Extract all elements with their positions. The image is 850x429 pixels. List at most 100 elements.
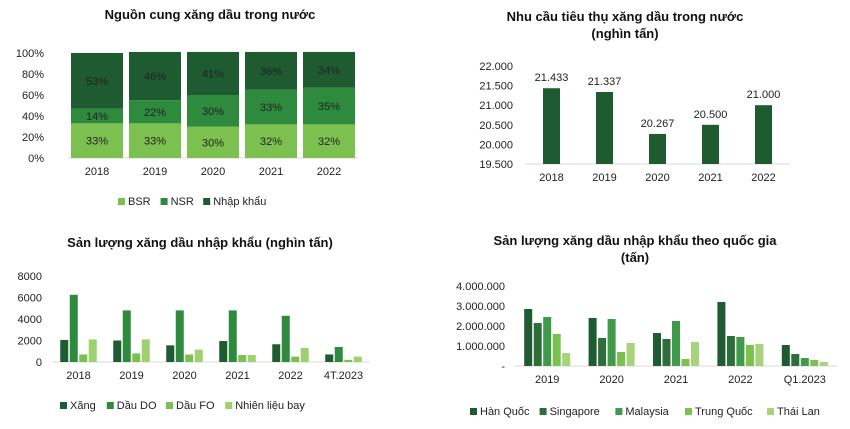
bar-segment: [303, 51, 355, 88]
bar-segment: [303, 124, 355, 158]
bar: [736, 337, 745, 366]
x-tick-label: 2022: [751, 172, 775, 184]
data-label: 22%: [144, 107, 166, 119]
chart-import-by-country: Sản lượng xăng dầu nhập khẩu theo quốc g…: [425, 212, 850, 424]
x-tick-label: 2019: [535, 374, 559, 386]
bar: [113, 340, 122, 362]
y-tick-label: 4.000.000: [456, 281, 505, 293]
legend-swatch: [615, 408, 623, 415]
x-tick-label: 2018: [85, 166, 109, 178]
chart-title: Nguồn cung xăng dầu trong nước: [104, 7, 316, 22]
x-tick-label: 2021: [664, 374, 688, 386]
bar: [141, 339, 150, 362]
data-label: 21.000: [747, 89, 781, 101]
bar: [755, 105, 772, 164]
x-tick-label: 2022: [278, 370, 302, 382]
y-tick-label: 3.000.000: [456, 301, 505, 313]
data-label: 34%: [318, 65, 340, 77]
data-label: 30%: [202, 106, 224, 118]
legend-swatch: [767, 408, 774, 415]
bar: [60, 339, 69, 362]
bar: [281, 315, 290, 362]
bar: [662, 339, 671, 366]
chart-title: Sản lượng xăng dầu nhập khẩu theo quốc g…: [455, 232, 815, 266]
x-tick-label: 2022: [317, 166, 341, 178]
data-label: 21.337: [588, 76, 622, 88]
chart-title-line-1: Nhu cầu tiêu thụ xăng dầu trong nước: [506, 9, 744, 24]
bar: [122, 310, 131, 362]
y-tick-label: 100%: [16, 48, 44, 60]
bar-segment: [245, 124, 297, 158]
bar: [194, 349, 203, 362]
chart-supply-share-svg: 0% 20% 40% 60% 80% 100% 33% 14% 53% 2018 33% 22% 46%…: [16, 48, 358, 208]
bar: [272, 344, 281, 362]
x-tick-label: 2019: [143, 166, 167, 178]
y-tick-label: 21.000: [479, 100, 513, 112]
y-tick-label: 22.000: [479, 61, 513, 73]
legend-label: Singapore: [550, 406, 600, 418]
bar: [185, 354, 194, 362]
bar: [132, 353, 141, 362]
x-tick-label: Q1.2023: [784, 374, 826, 386]
x-tick-label: 2018: [539, 172, 563, 184]
data-label: 35%: [318, 101, 340, 113]
y-tick-label: 20%: [22, 132, 44, 144]
data-label: 21.433: [535, 72, 569, 84]
y-tick-label: 2000: [18, 336, 42, 348]
y-tick-label: 80%: [22, 69, 44, 81]
x-tick-label: 4T.2023: [324, 370, 363, 382]
bar: [300, 348, 309, 362]
y-tick-label: 8000: [18, 271, 42, 283]
legend-swatch: [225, 402, 233, 409]
bar: [334, 346, 343, 362]
bar: [819, 362, 828, 366]
y-tick-label: 19.500: [479, 159, 513, 171]
legend-swatch: [203, 198, 211, 205]
bar: [653, 333, 661, 366]
legend-label: NSR: [171, 196, 194, 208]
x-tick-label: 2020: [599, 374, 623, 386]
bar: [649, 133, 666, 164]
bar-segment: [303, 87, 355, 125]
data-label: 30%: [202, 137, 224, 149]
y-tick-label: 60%: [22, 90, 44, 102]
bar-segment: [187, 51, 239, 95]
bar: [524, 309, 533, 366]
legend-label: Nhập khẩu: [213, 196, 266, 208]
legend-label: Dầu FO: [176, 400, 215, 412]
chart-title: Sản lượng xăng dầu nhập khẩu (nghìn tấn): [67, 235, 333, 250]
x-tick-label: 2020: [201, 166, 225, 178]
data-label: 14%: [86, 111, 108, 123]
x-tick-label: 2021: [225, 370, 249, 382]
legend-label: Dầu DO: [117, 400, 157, 412]
bar: [69, 294, 78, 362]
bar-segment: [129, 100, 181, 124]
y-tick-label: 4000: [18, 314, 42, 326]
x-tick-label: 2019: [592, 172, 616, 184]
y-tick-label: 21.500: [479, 81, 513, 93]
chart-title-line-2: (tấn): [620, 250, 650, 265]
legend-label: Xăng: [70, 400, 96, 412]
bar: [800, 358, 809, 366]
y-tick-label: 6000: [18, 293, 42, 305]
x-tick-label: 2020: [645, 172, 669, 184]
data-label: 32%: [260, 136, 282, 148]
bar: [588, 318, 597, 366]
bar: [543, 88, 560, 164]
legend-swatch: [118, 198, 125, 205]
data-label: 20.267: [641, 118, 675, 130]
legend-label: Thái Lan: [777, 406, 820, 418]
bar: [596, 91, 613, 164]
chart-consumption-svg: 19.500 20.000 20.500 21.000 21.500 22.000 21.4…: [479, 61, 790, 184]
data-label: 32%: [318, 136, 340, 148]
chart-title: Nhu cầu tiêu thụ xăng dầu trong nước (ng…: [455, 8, 795, 42]
x-tick-label: 2019: [119, 370, 143, 382]
bar: [607, 319, 616, 366]
bar: [79, 354, 88, 362]
chart-consumption: Nhu cầu tiêu thụ xăng dầu trong nước (ng…: [425, 0, 850, 212]
bar: [726, 336, 735, 366]
y-tick-label: 2.000.000: [456, 321, 505, 333]
chart-import-volume-svg: 0 2000 4000 6000 8000 2018 2019 2020 2021 2022 4T.…: [18, 271, 370, 412]
legend-label: Nhiên liệu bay: [235, 400, 305, 412]
bar: [353, 356, 362, 362]
